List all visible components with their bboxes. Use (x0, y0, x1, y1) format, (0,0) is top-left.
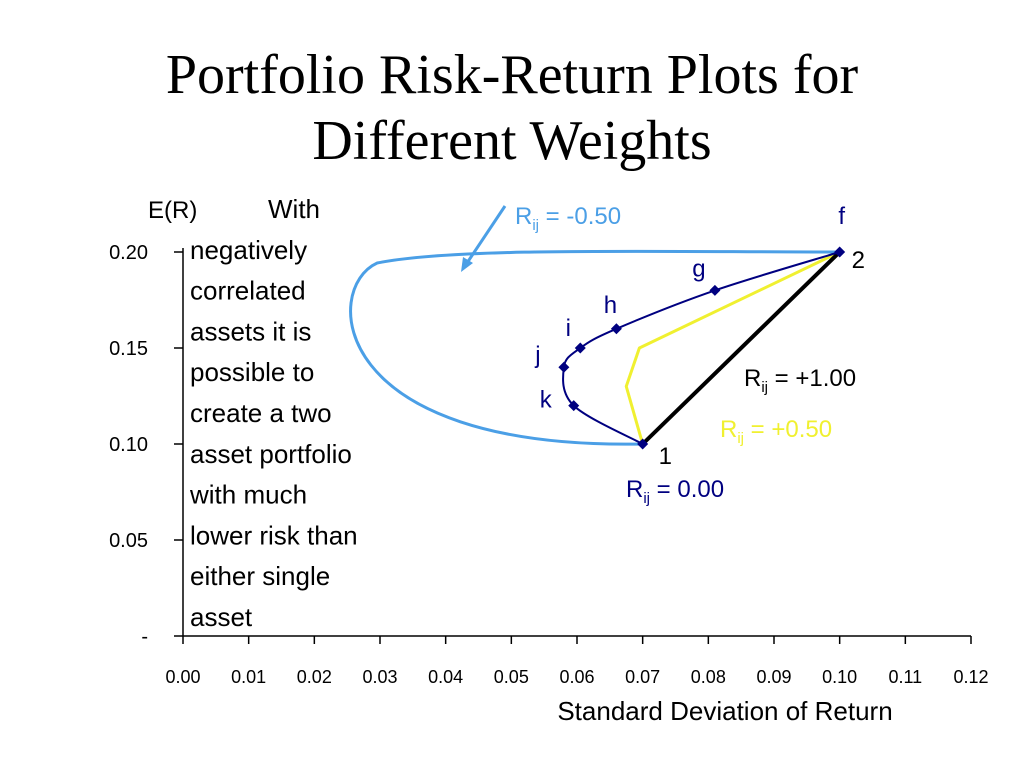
point-label-k: k (540, 387, 553, 414)
x-tick-label: 0.07 (625, 667, 660, 687)
series-label-half: Rij = +0.50 (720, 416, 832, 447)
data-point-2 (834, 246, 846, 258)
y-tick-label: 0.20 (109, 242, 148, 264)
annotation-arrow-line (463, 205, 507, 267)
page-title: Portfolio Risk-Return Plots for Differen… (0, 42, 1024, 174)
y-tick-label: 0.10 (109, 434, 148, 456)
annotation-line: assets it is (190, 316, 311, 346)
x-axis-title: Standard Deviation of Return (557, 696, 892, 726)
data-point-h (610, 323, 622, 335)
x-tick-label: 0.10 (822, 667, 857, 687)
annotation-line: With (268, 194, 320, 224)
point-label-h: h (604, 292, 617, 319)
data-point-i (574, 342, 586, 354)
x-tick-label: 0.12 (953, 667, 988, 687)
data-point-g (709, 284, 721, 296)
x-tick-label: 0.08 (691, 667, 726, 687)
annotation-arrowhead (461, 257, 473, 272)
annotation-line: possible to (190, 357, 314, 387)
series-label-neg: Rij = -0.50 (515, 203, 621, 234)
annotation-text: With negatively correlated assets it is poss… (189, 194, 358, 632)
series-line-half (624, 250, 841, 445)
x-tick-label: 0.02 (297, 667, 332, 687)
annotation-line: asset (190, 602, 253, 632)
series-label-one: Rij = +1.00 (744, 365, 856, 396)
annotation-line: lower risk than (190, 520, 358, 550)
annotation-line: either single (190, 561, 330, 591)
data-point-j (558, 361, 570, 373)
annotation-line: asset portfolio (190, 439, 352, 469)
annotation-line: with much (189, 480, 307, 510)
point-label-f: f (838, 203, 845, 230)
data-point-k (568, 400, 580, 412)
series-label-zero: Rij = 0.00 (626, 476, 724, 507)
x-tick-label: 0.00 (165, 667, 200, 687)
series-line-one (641, 250, 842, 446)
annotation-line: negatively (190, 235, 307, 265)
annotation-line: create a two (190, 398, 332, 428)
y-tick-label: 0.15 (109, 338, 148, 360)
title-line-2: Different Weights (312, 110, 712, 172)
point-label-1: 1 (659, 443, 672, 470)
point-label-j: j (534, 342, 540, 369)
x-tick-label: 0.03 (362, 667, 397, 687)
series-line-neg (349, 249, 840, 446)
y-tick-label: 0.05 (109, 530, 148, 552)
x-tick-label: 0.06 (559, 667, 594, 687)
x-tick-label: 0.09 (756, 667, 791, 687)
title-line-1: Portfolio Risk-Return Plots for (165, 44, 859, 106)
point-label-g: g (692, 255, 705, 282)
annotation-line: correlated (190, 276, 306, 306)
y-axis-title: E(R) (148, 197, 197, 224)
point-label-2: 2 (852, 247, 865, 274)
x-tick-label: 0.05 (494, 667, 529, 687)
data-point-1 (637, 438, 649, 450)
y-tick-label: - (141, 626, 148, 648)
x-tick-label: 0.01 (231, 667, 266, 687)
point-label-i: i (566, 315, 571, 342)
x-tick-label: 0.04 (428, 667, 463, 687)
x-tick-label: 0.11 (888, 667, 922, 687)
